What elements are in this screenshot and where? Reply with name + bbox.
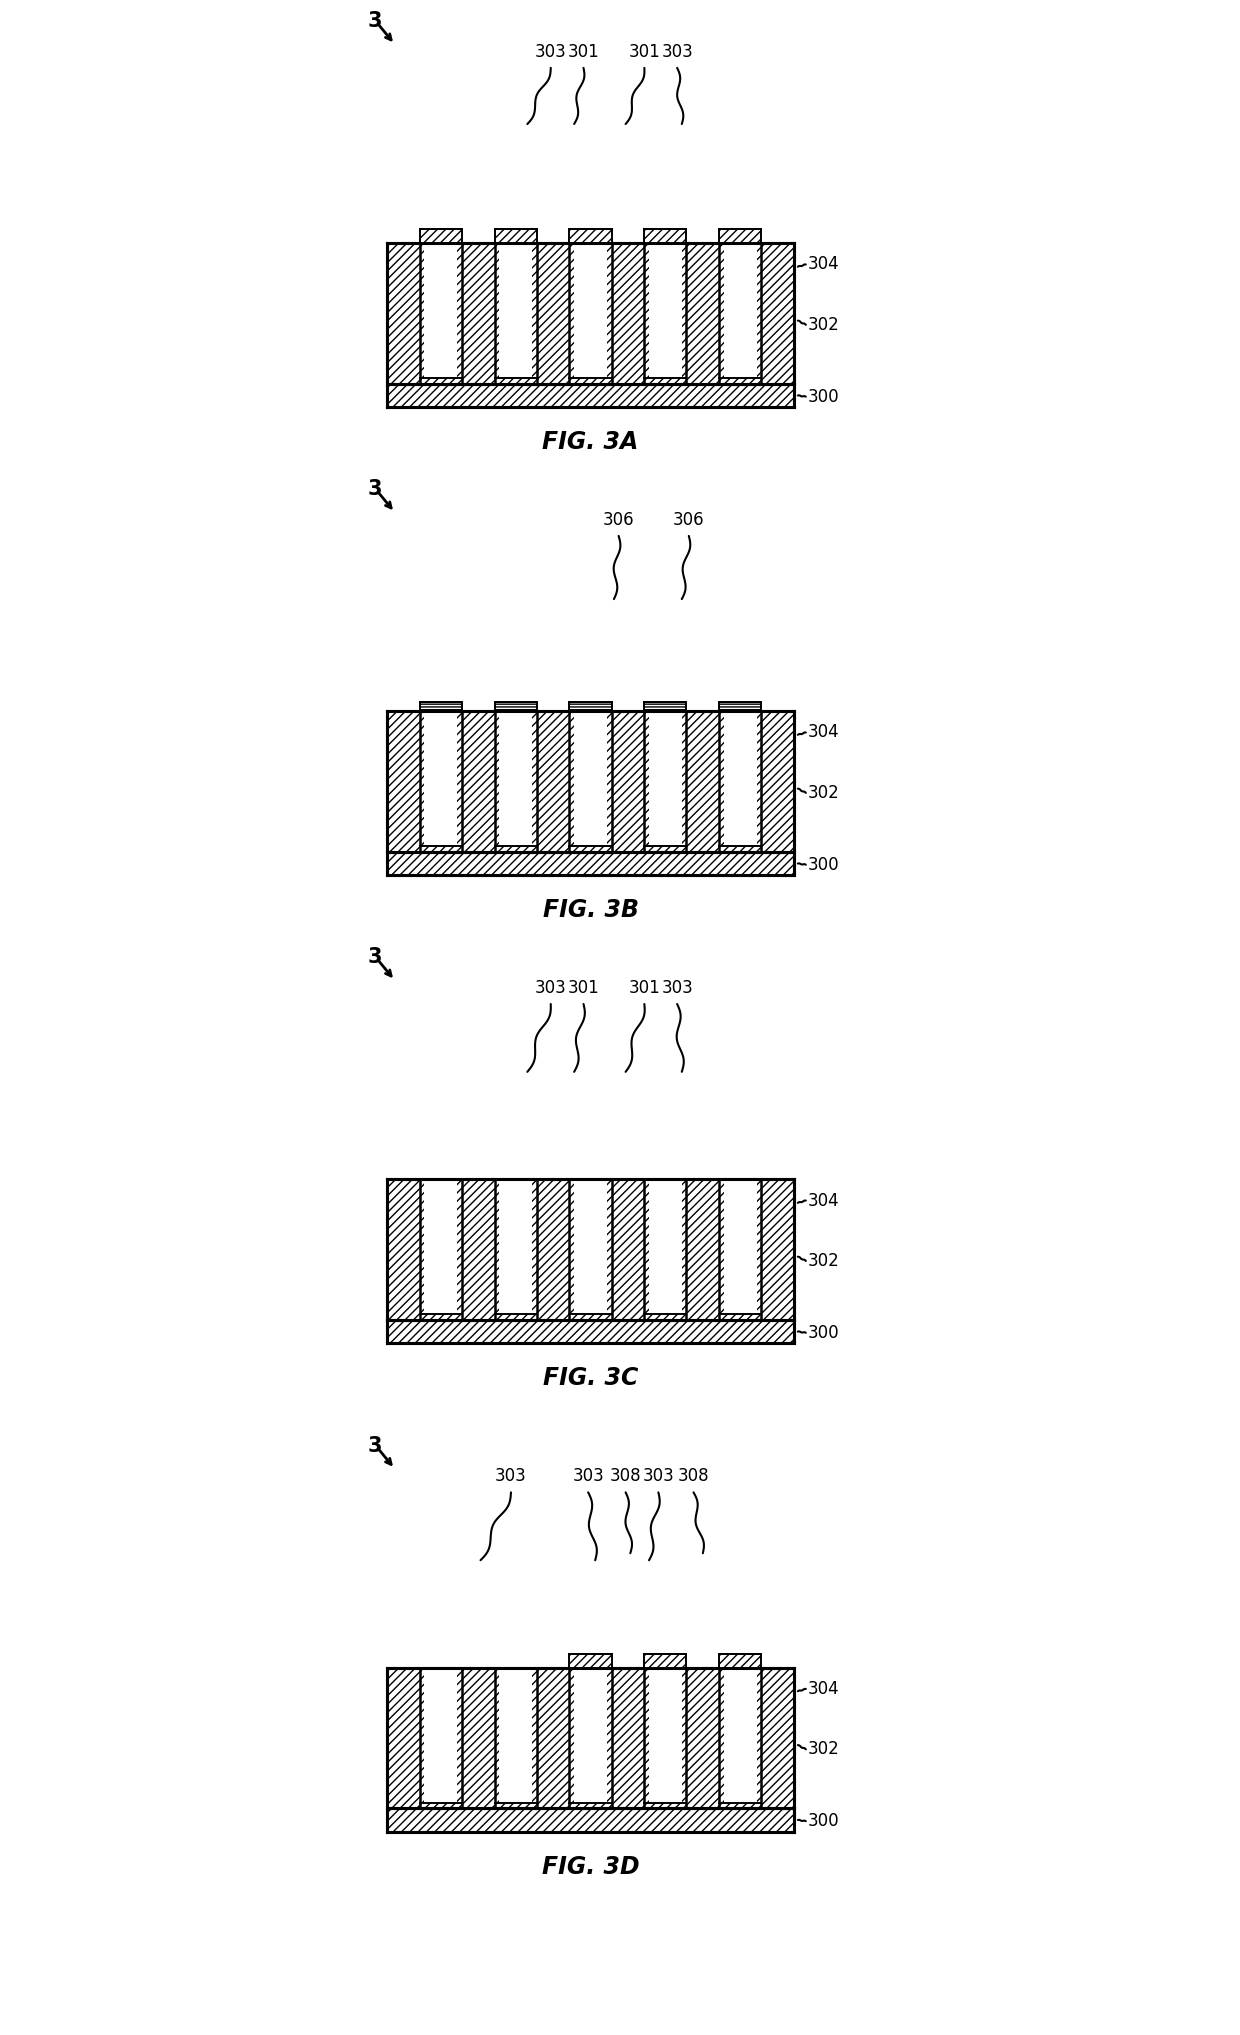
Bar bbox=[500, 1669, 532, 1803]
Text: 303: 303 bbox=[534, 979, 567, 997]
Bar bbox=[500, 1180, 532, 1315]
Bar bbox=[574, 1669, 606, 1803]
Bar bbox=[495, 230, 537, 244]
Bar bbox=[724, 244, 756, 379]
Text: 303: 303 bbox=[534, 43, 567, 61]
Text: 300: 300 bbox=[808, 1813, 839, 1829]
Bar bbox=[649, 1180, 682, 1315]
Bar bbox=[424, 244, 458, 379]
Bar bbox=[387, 244, 794, 385]
Text: 308: 308 bbox=[678, 1467, 709, 1486]
Text: 302: 302 bbox=[808, 783, 839, 802]
Bar bbox=[387, 1180, 794, 1321]
Bar bbox=[719, 1654, 761, 1669]
Bar bbox=[645, 1654, 687, 1669]
Bar bbox=[645, 230, 687, 244]
Bar bbox=[724, 1669, 756, 1803]
Bar bbox=[649, 244, 682, 379]
Bar bbox=[387, 1669, 794, 1809]
Bar bbox=[424, 712, 458, 847]
Text: 301: 301 bbox=[568, 979, 599, 997]
Bar bbox=[649, 712, 682, 847]
Bar bbox=[387, 712, 794, 853]
Bar bbox=[645, 702, 687, 712]
Text: 301: 301 bbox=[629, 979, 660, 997]
Text: FIG. 3C: FIG. 3C bbox=[543, 1365, 639, 1390]
Text: 304: 304 bbox=[808, 1193, 839, 1209]
Text: 3: 3 bbox=[368, 10, 382, 31]
Text: 301: 301 bbox=[629, 43, 660, 61]
Bar bbox=[574, 1180, 606, 1315]
Text: 3: 3 bbox=[368, 478, 382, 499]
Text: 300: 300 bbox=[808, 1325, 839, 1341]
Text: 300: 300 bbox=[808, 857, 839, 873]
Bar bbox=[500, 712, 532, 847]
Text: 3: 3 bbox=[368, 946, 382, 967]
Text: 306: 306 bbox=[673, 511, 704, 529]
Bar bbox=[569, 702, 611, 712]
Text: FIG. 3B: FIG. 3B bbox=[543, 897, 639, 922]
Bar bbox=[719, 702, 761, 712]
Bar bbox=[424, 1669, 458, 1803]
Bar bbox=[419, 702, 461, 712]
Text: 300: 300 bbox=[808, 389, 839, 405]
Text: 302: 302 bbox=[808, 315, 839, 334]
Text: 303: 303 bbox=[661, 979, 693, 997]
Bar bbox=[419, 230, 461, 244]
Text: 303: 303 bbox=[573, 1467, 604, 1486]
Bar bbox=[387, 1809, 794, 1832]
Bar bbox=[574, 712, 606, 847]
Bar bbox=[424, 1180, 458, 1315]
Text: 304: 304 bbox=[808, 1681, 839, 1697]
Text: FIG. 3D: FIG. 3D bbox=[542, 1854, 640, 1878]
Text: 303: 303 bbox=[642, 1467, 675, 1486]
Text: FIG. 3A: FIG. 3A bbox=[542, 429, 639, 454]
Text: 303: 303 bbox=[495, 1467, 527, 1486]
Bar bbox=[500, 244, 532, 379]
Text: 304: 304 bbox=[808, 256, 839, 273]
Text: 302: 302 bbox=[808, 1252, 839, 1270]
Text: 302: 302 bbox=[808, 1740, 839, 1758]
Text: 306: 306 bbox=[603, 511, 635, 529]
Bar bbox=[569, 230, 611, 244]
Bar bbox=[387, 1321, 794, 1343]
Bar bbox=[649, 1669, 682, 1803]
Text: 303: 303 bbox=[661, 43, 693, 61]
Bar bbox=[724, 1180, 756, 1315]
Bar bbox=[724, 712, 756, 847]
Bar bbox=[387, 385, 794, 407]
Text: 304: 304 bbox=[808, 724, 839, 741]
Text: 301: 301 bbox=[568, 43, 599, 61]
Bar bbox=[387, 853, 794, 875]
Bar bbox=[574, 244, 606, 379]
Bar bbox=[569, 1654, 611, 1669]
Bar bbox=[719, 230, 761, 244]
Text: 308: 308 bbox=[610, 1467, 641, 1486]
Text: 3: 3 bbox=[368, 1435, 382, 1455]
Bar bbox=[495, 702, 537, 712]
